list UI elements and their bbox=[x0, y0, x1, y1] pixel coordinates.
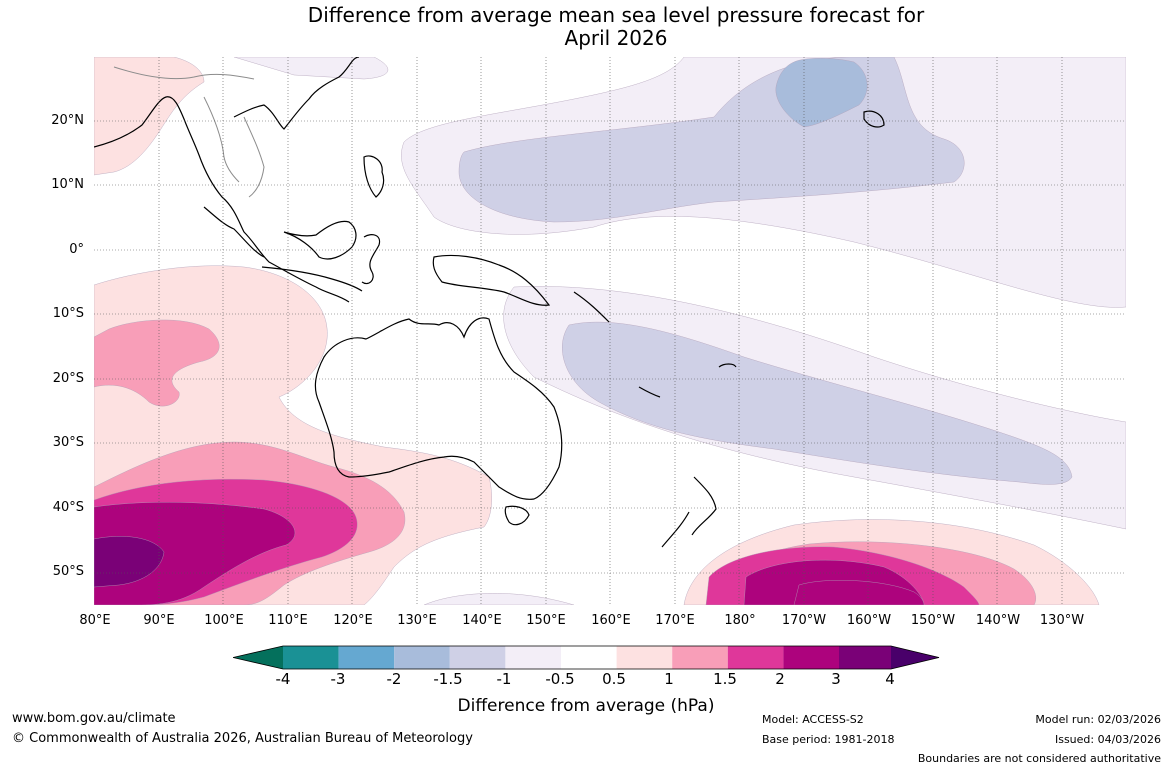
anomaly-south-pacific-core bbox=[793, 580, 925, 605]
hawaii bbox=[863, 110, 885, 128]
issued-date: Issued: 04/03/2026 bbox=[1054, 733, 1161, 746]
lon-label-130e: 130°E bbox=[397, 613, 437, 628]
sulawesi bbox=[361, 234, 381, 285]
new-guinea bbox=[432, 254, 551, 306]
lat-label-40s: 40°S bbox=[52, 500, 84, 515]
anomaly-indian-ocean-core bbox=[94, 536, 165, 588]
colorbar-tick-neg1: -1 bbox=[496, 670, 512, 688]
lat-label-10s: 10°S bbox=[52, 306, 84, 321]
asia-coastline bbox=[94, 96, 350, 303]
title-line-1: Difference from average mean sea level p… bbox=[307, 3, 925, 27]
colorbar-swatch-neg3-to-neg2 bbox=[338, 646, 395, 669]
lon-label-170e: 170°E bbox=[655, 613, 695, 628]
colorbar-tick-3: 3 bbox=[831, 670, 841, 688]
colorbar-swatch-3-to-4 bbox=[839, 646, 891, 669]
anomaly-north-pacific-dark bbox=[775, 58, 868, 128]
colorbar-tick-1-5: 1.5 bbox=[713, 670, 737, 688]
colorbar-swatch-1-5-to-2 bbox=[727, 646, 784, 669]
lon-label-150e: 150°E bbox=[526, 613, 566, 628]
pressure-anomaly-map bbox=[94, 57, 1126, 605]
lon-label-90e: 90°E bbox=[143, 613, 175, 628]
lon-label-120e: 120°E bbox=[333, 613, 373, 628]
new-caledonia bbox=[638, 386, 661, 398]
colorbar-tick-neg3: -3 bbox=[330, 670, 346, 688]
colorbar-tick-2: 2 bbox=[775, 670, 785, 688]
lon-label-130w: 130°W bbox=[1039, 613, 1085, 628]
laos-border bbox=[243, 116, 265, 198]
copyright-text: © Commonwealth of Australia 2026, Austra… bbox=[12, 731, 473, 746]
lon-label-140w: 140°W bbox=[975, 613, 1021, 628]
colorbar-swatch-above-4 bbox=[891, 646, 939, 669]
map-canvas bbox=[94, 57, 1126, 605]
lon-label-170w: 170°W bbox=[781, 613, 827, 628]
lon-label-160w: 160°W bbox=[846, 613, 892, 628]
colorbar-tick-neg2: -2 bbox=[386, 670, 402, 688]
colorbar-tick-4: 4 bbox=[885, 670, 895, 688]
malay-peninsula bbox=[203, 206, 265, 258]
colorbar-tick-1: 1 bbox=[664, 670, 674, 688]
colorbar-swatch-neg2-to-neg1-5 bbox=[394, 646, 450, 669]
lon-label-80e: 80°E bbox=[79, 613, 111, 628]
australia bbox=[314, 317, 563, 500]
colorbar-label: Difference from average (hPa) bbox=[457, 696, 715, 716]
anomaly-indian-ocean-deep bbox=[94, 502, 296, 605]
colorbar bbox=[233, 645, 940, 670]
fiji bbox=[718, 363, 737, 368]
colorbar-tick-0-5: 0.5 bbox=[602, 670, 626, 688]
model-run-date: Model run: 02/03/2026 bbox=[1035, 713, 1161, 726]
colorbar-swatch-neg1-to-neg0-5 bbox=[505, 646, 561, 669]
coastlines bbox=[94, 57, 885, 548]
lon-label-160e: 160°E bbox=[591, 613, 631, 628]
lon-label-140e: 140°E bbox=[462, 613, 502, 628]
lat-label-20s: 20°S bbox=[52, 371, 84, 386]
new-zealand-south bbox=[661, 511, 690, 548]
borneo bbox=[283, 220, 357, 260]
graticule bbox=[94, 57, 1126, 605]
philippines bbox=[363, 155, 385, 198]
java bbox=[261, 266, 363, 292]
new-zealand-north bbox=[691, 476, 717, 536]
colorbar-swatch-2-to-3 bbox=[783, 646, 839, 669]
lon-label-100e: 100°E bbox=[204, 613, 244, 628]
solomon-islands bbox=[573, 291, 610, 323]
country-borders bbox=[113, 66, 265, 198]
lat-label-10n: 10°N bbox=[51, 177, 84, 192]
lat-label-0: 0° bbox=[69, 242, 84, 257]
lon-label-150w: 150°W bbox=[910, 613, 956, 628]
boundaries-disclaimer: Boundaries are not considered authoritat… bbox=[917, 752, 1161, 765]
tasmania bbox=[504, 505, 530, 526]
colorbar-tick-neg0-5: -0.5 bbox=[545, 670, 575, 688]
lat-label-30s: 30°S bbox=[52, 435, 84, 450]
model-name: Model: ACCESS-S2 bbox=[762, 713, 864, 726]
lat-label-20n: 20°N bbox=[51, 113, 84, 128]
colorbar-swatch-1-to-1-5 bbox=[672, 646, 728, 669]
anomaly-south-pacific-mid bbox=[562, 321, 1073, 485]
base-period: Base period: 1981-2018 bbox=[762, 733, 895, 746]
myanmar-thailand-border bbox=[203, 96, 240, 183]
lat-label-50s: 50°S bbox=[52, 564, 84, 579]
lon-label-110e: 110°E bbox=[268, 613, 308, 628]
colorbar-swatch-0-5-to-1 bbox=[616, 646, 673, 669]
himalaya-border bbox=[113, 66, 255, 80]
website-link[interactable]: www.bom.gov.au/climate bbox=[12, 711, 176, 726]
colorbar-swatch-neg0-5-to-0-5 bbox=[561, 646, 617, 669]
colorbar-swatch-below-neg4 bbox=[233, 646, 283, 669]
colorbar-swatch-neg4-to-neg3 bbox=[283, 646, 339, 669]
colorbar-outline bbox=[233, 645, 940, 670]
lon-label-180: 180° bbox=[724, 613, 756, 628]
colorbar-tick-neg1-5: -1.5 bbox=[433, 670, 463, 688]
colorbar-tick-neg4: -4 bbox=[275, 670, 291, 688]
colorbar-swatch-neg1-5-to-neg1 bbox=[449, 646, 506, 669]
indochina-coast bbox=[233, 57, 360, 130]
chart-title: Difference from average mean sea level p… bbox=[0, 4, 1173, 50]
title-line-2: April 2026 bbox=[564, 26, 668, 50]
